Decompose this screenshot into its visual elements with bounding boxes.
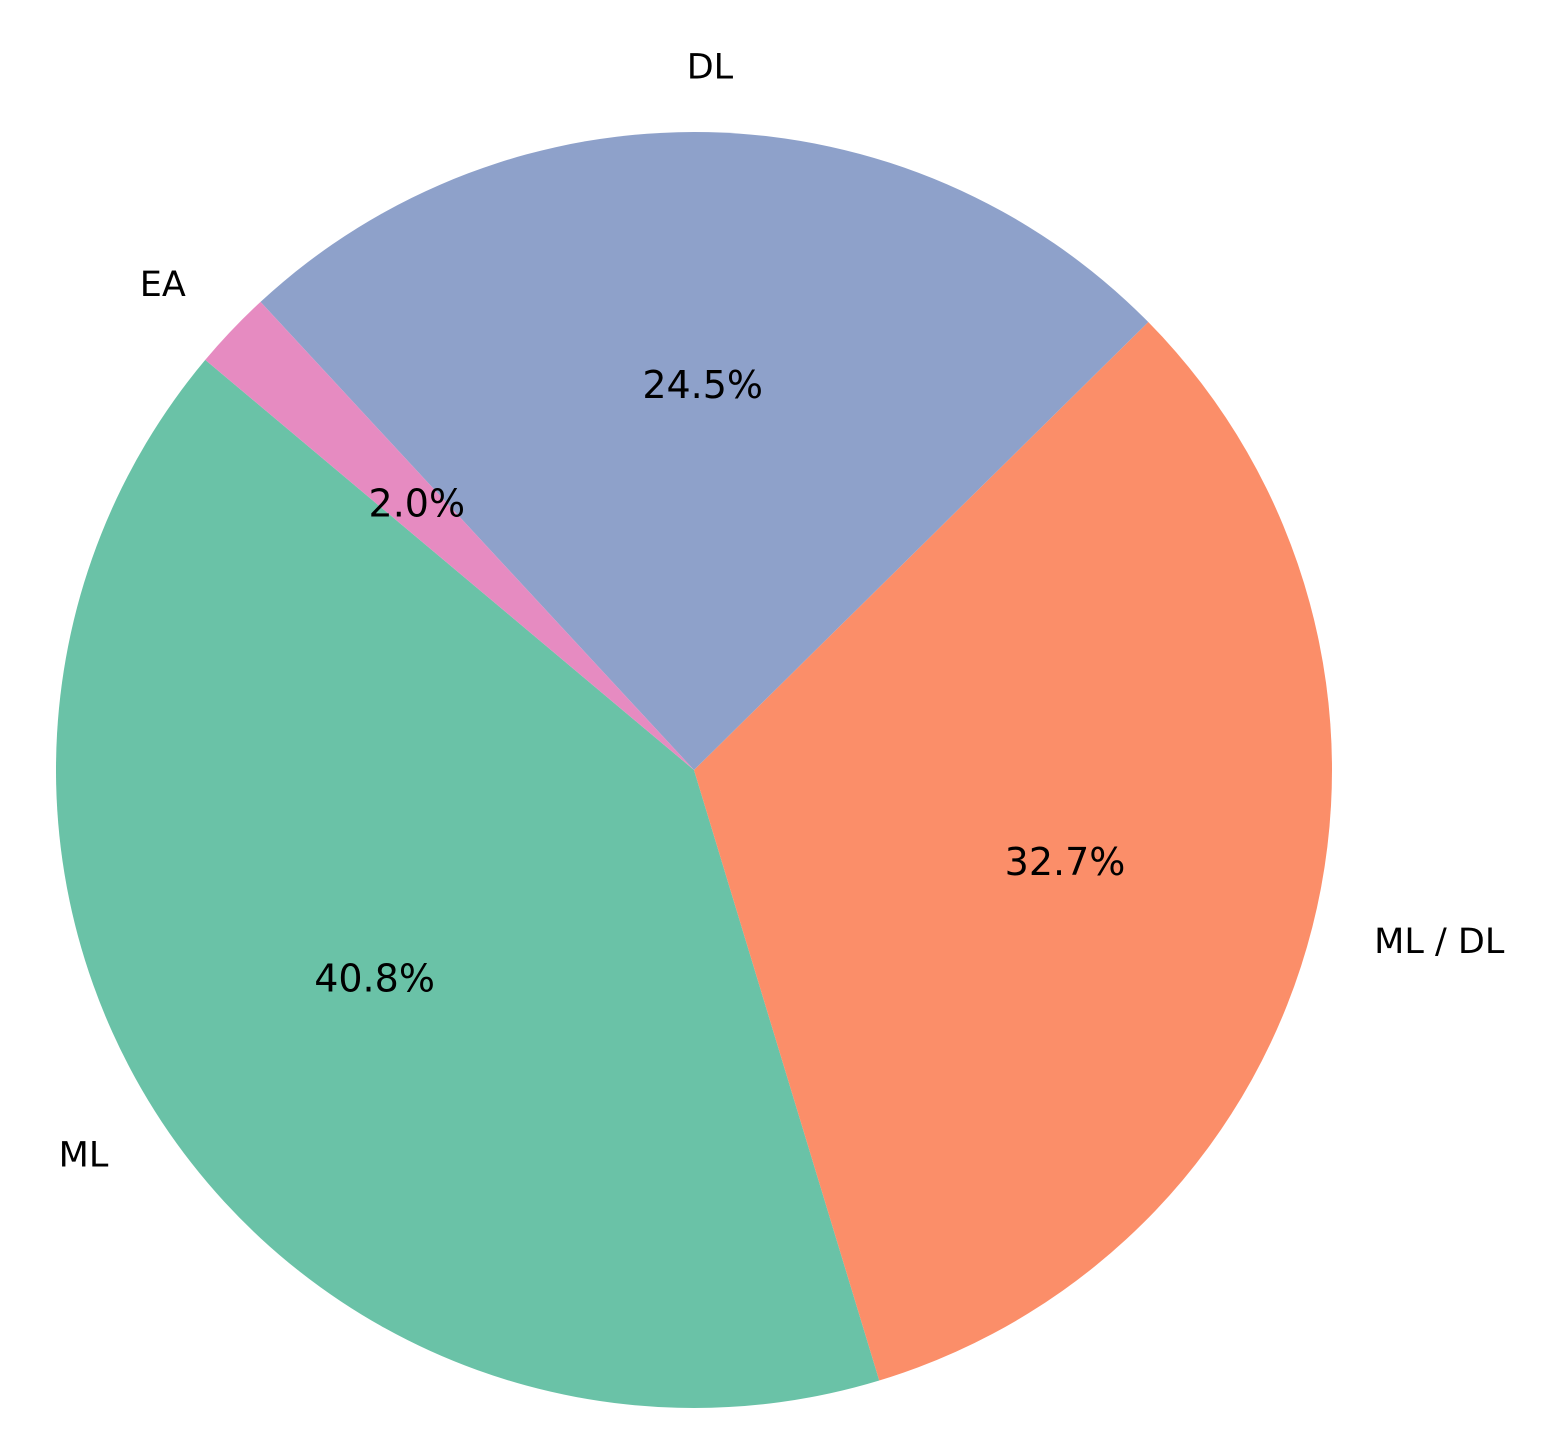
slice-pct-label-ml: 40.8% [314, 956, 435, 1000]
pie-slice-ea [205, 301, 694, 770]
slice-pct-label-ml-dl: 32.7% [1005, 840, 1126, 884]
pie-slice-ml-dl [694, 322, 1332, 1381]
pie-slices [55, 132, 1332, 1408]
pie-labels: ML 40.8% ML / DL 32.7% DL 24.5% EA 2.0% [59, 47, 1505, 1175]
slice-label-ml: ML [59, 1136, 109, 1176]
pie-slice-dl [260, 132, 1149, 771]
slice-pct-label-dl: 24.5% [642, 363, 763, 407]
slice-label-ea: EA [140, 265, 186, 305]
slice-label-ml-dl: ML / DL [1374, 922, 1505, 962]
slice-label-dl: DL [687, 47, 734, 87]
pie-slice-ml [55, 359, 880, 1408]
slice-pct-label-ea: 2.0% [369, 482, 466, 526]
